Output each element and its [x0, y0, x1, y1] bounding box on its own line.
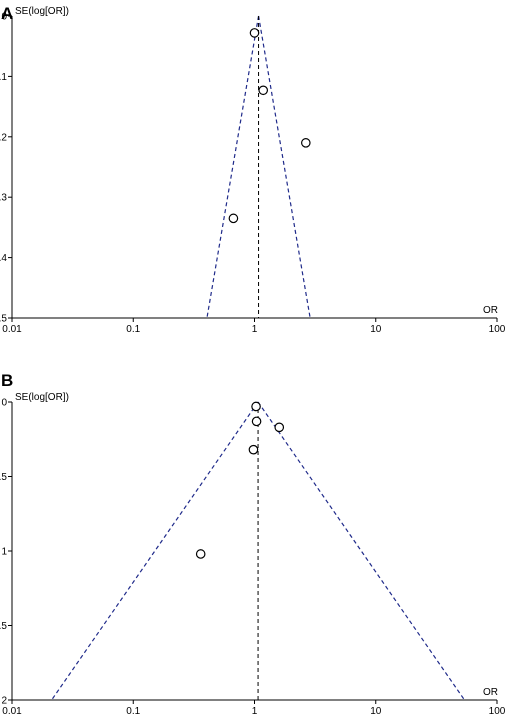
- study-point: [228, 213, 239, 224]
- x-tick-label: 10: [370, 706, 382, 717]
- study-point: [249, 28, 260, 38]
- study-point: [195, 549, 206, 559]
- study-point: [251, 416, 262, 427]
- y-tick-label: 1: [1, 547, 7, 558]
- x-tick-label: 0.1: [126, 706, 140, 717]
- study-point: [258, 85, 269, 96]
- x-tick-label: 0.1: [126, 324, 140, 335]
- funnel-left-limit: [51, 401, 259, 701]
- y-tick-label: 0: [1, 398, 7, 409]
- x-tick-label: 0.01: [2, 706, 22, 717]
- y-tick-label: 1.5: [0, 621, 7, 632]
- x-tick-label: 0.01: [2, 324, 22, 335]
- y-tick-label: 0.4: [0, 253, 7, 264]
- y-tick-label: 0: [1, 12, 7, 23]
- y-axis-title: SE(log[OR]): [15, 392, 69, 403]
- y-axis-title: SE(log[OR]): [15, 6, 69, 17]
- x-tick-label: 100: [489, 324, 506, 335]
- x-tick-label: 10: [370, 324, 382, 335]
- y-tick-label: 0.3: [0, 193, 7, 204]
- y-tick-label: 2: [1, 696, 7, 707]
- funnel-plot-b: B 0 0.5 1 1.5 20.01 0.1 1 10 100 SE(log[OR]) OR: [0, 371, 506, 717]
- funnel-left-limit: [206, 15, 260, 319]
- study-point: [248, 444, 259, 455]
- panel-label: B: [1, 371, 13, 390]
- study-point: [251, 401, 261, 412]
- x-axis-title: OR: [483, 687, 498, 698]
- y-tick-label: 0.1: [0, 72, 7, 83]
- x-axis-title: OR: [483, 305, 498, 316]
- study-point: [274, 422, 285, 433]
- funnel-plot-a: A0 0.1 0.2 0.3 0.4 0.50.01 0.1 1 10 100 SE(log[OR]…: [0, 4, 506, 335]
- funnel-right-limit: [257, 401, 465, 701]
- x-tick-label: 100: [489, 706, 506, 717]
- funnel-right-limit: [257, 15, 311, 319]
- y-tick-label: 0.5: [0, 314, 7, 325]
- panel-label: A: [1, 4, 13, 23]
- x-tick-label: 1: [252, 706, 258, 717]
- y-tick-label: 0.2: [0, 132, 7, 143]
- y-tick-label: 0.5: [0, 472, 7, 483]
- study-point: [301, 138, 311, 148]
- x-tick-label: 1: [252, 324, 258, 335]
